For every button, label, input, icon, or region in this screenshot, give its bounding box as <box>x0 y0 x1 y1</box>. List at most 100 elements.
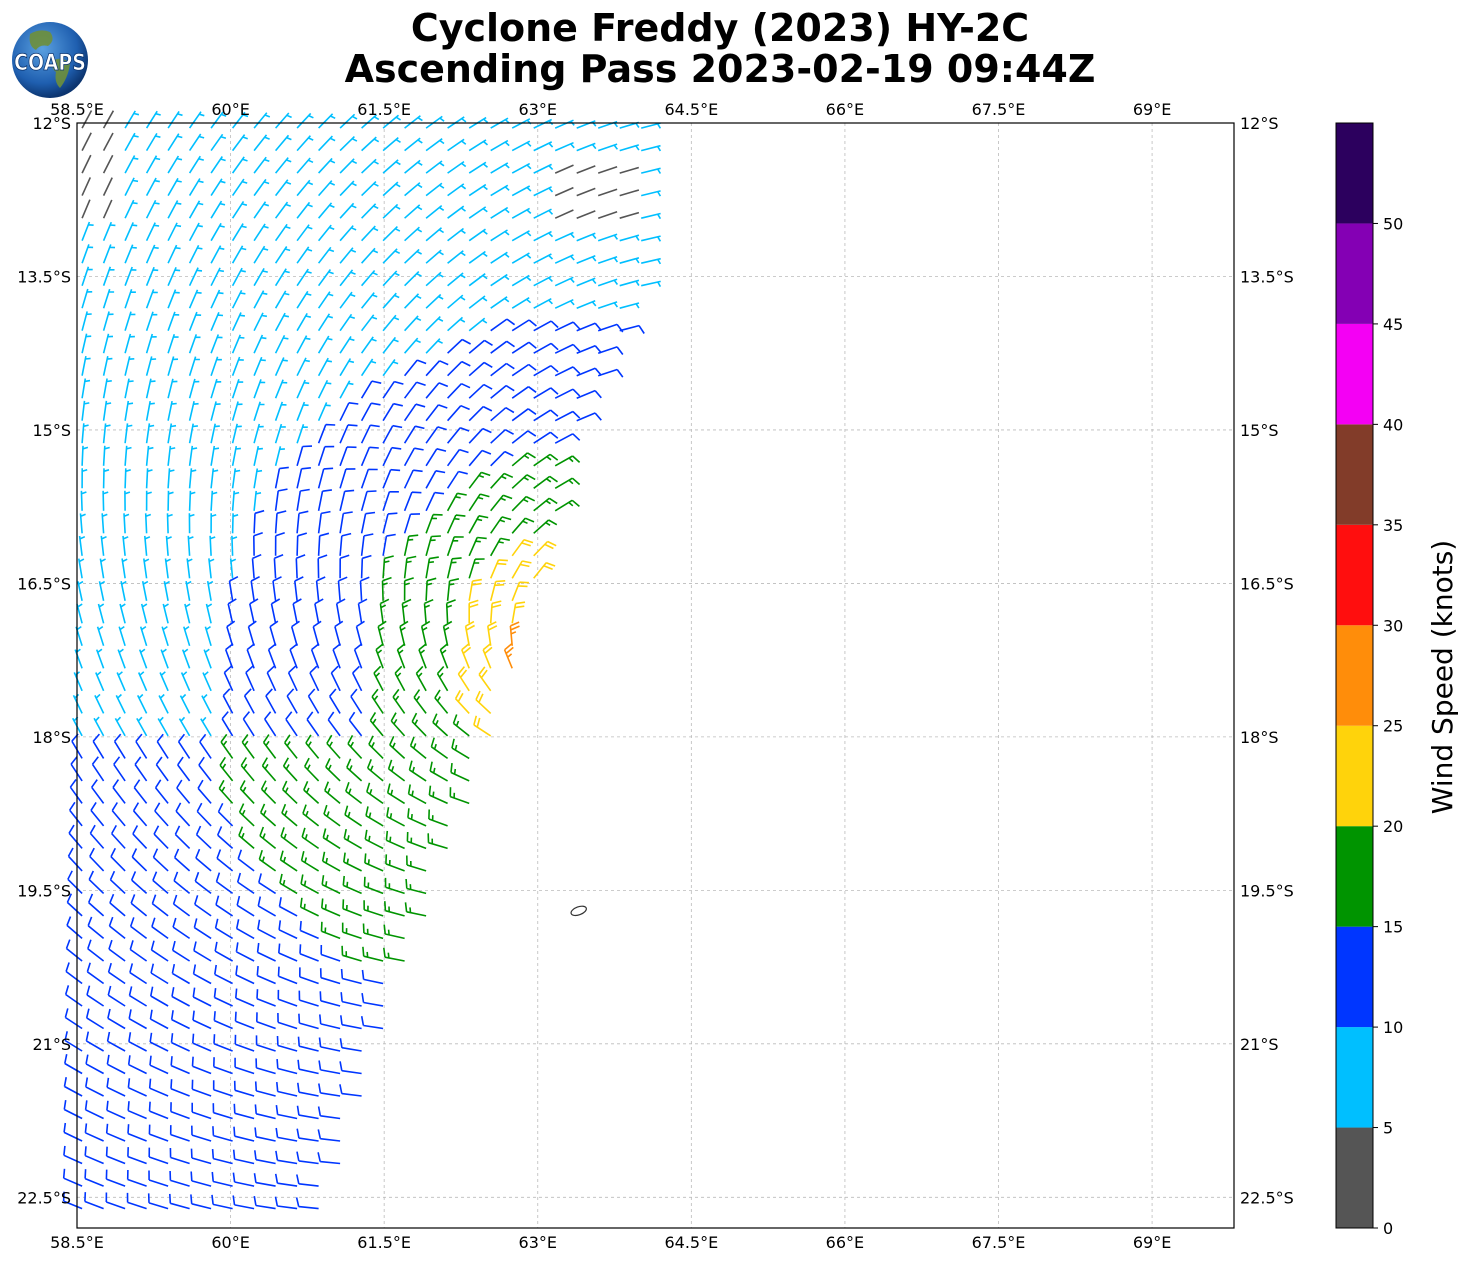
wind-barb <box>533 365 559 377</box>
wind-barb <box>386 807 405 827</box>
wind-barb <box>300 874 319 895</box>
wind-barb <box>217 802 234 827</box>
wind-barb <box>511 452 536 467</box>
colorbar-tick-label: 40 <box>1383 415 1403 434</box>
wind-barb <box>554 209 574 219</box>
wind-barb <box>231 468 241 489</box>
wind-barb <box>124 378 134 399</box>
wind-barb <box>151 894 169 917</box>
wind-barb <box>81 244 94 264</box>
x-tick-label: 60°E <box>211 1233 249 1252</box>
wind-barb <box>210 401 221 421</box>
wind-barb <box>310 643 320 669</box>
wind-barb <box>174 825 191 849</box>
wind-barb <box>180 671 191 692</box>
wind-barb <box>297 1059 319 1075</box>
wind-barb <box>192 1010 212 1030</box>
wind-barb <box>404 293 422 309</box>
wind-barb <box>145 155 161 174</box>
wind-barb <box>447 227 466 242</box>
wind-barb <box>490 428 514 444</box>
wind-barb <box>63 1122 83 1142</box>
wind-barb <box>468 405 493 422</box>
wind-barb <box>284 734 298 759</box>
wind-barb <box>404 137 423 152</box>
colorbar-segment <box>1336 826 1373 927</box>
wind-barb <box>576 277 597 287</box>
wind-barb <box>425 160 445 174</box>
wind-barb <box>317 467 334 489</box>
wind-barb <box>296 1128 319 1142</box>
wind-barb <box>274 334 289 354</box>
wind-barb <box>171 940 191 962</box>
wind-barb <box>319 968 341 985</box>
wind-barb <box>298 1013 319 1030</box>
wind-barb <box>167 356 179 376</box>
wind-barb <box>124 356 135 376</box>
wind-barb <box>425 404 448 422</box>
wind-barb <box>208 558 215 579</box>
wind-barb <box>149 1055 169 1075</box>
wind-barb <box>233 1126 255 1142</box>
wind-barb <box>490 206 510 219</box>
wind-barb <box>317 489 333 511</box>
wind-barb <box>131 848 148 872</box>
wind-barb <box>105 1146 126 1165</box>
wind-barb <box>468 515 489 534</box>
wind-barb <box>211 1194 233 1210</box>
wind-barb <box>137 671 148 692</box>
wind-barb <box>425 382 449 399</box>
wind-barb <box>176 779 191 804</box>
wind-barb <box>343 828 363 850</box>
x-tick-label: 67.5°E <box>972 1233 1026 1252</box>
wind-barb <box>384 901 405 917</box>
wind-barb <box>124 311 136 331</box>
wind-barb <box>533 208 554 219</box>
wind-barb <box>253 267 268 287</box>
wind-barb <box>188 244 203 264</box>
wind-barb <box>243 688 255 714</box>
wind-barb <box>490 450 514 467</box>
wind-barb <box>253 356 266 377</box>
wind-barb <box>231 245 247 264</box>
wind-barb <box>102 154 114 174</box>
wind-barb <box>383 924 405 940</box>
wind-barb <box>317 1129 341 1142</box>
wind-barb <box>126 1192 147 1210</box>
wind-barb <box>76 603 83 624</box>
y-tick-label-right: 19.5°S <box>1240 881 1294 900</box>
wind-barb <box>382 314 400 332</box>
wind-barb <box>361 114 380 129</box>
wind-barb <box>81 288 93 309</box>
wind-barb <box>446 557 462 579</box>
wind-barb <box>177 733 191 759</box>
wind-barb <box>162 603 169 624</box>
wind-barb <box>296 510 309 534</box>
wind-barb <box>110 847 126 872</box>
wind-barb <box>425 271 444 287</box>
wind-barb <box>210 311 224 332</box>
wind-barb <box>403 555 417 579</box>
wind-barb <box>446 426 470 444</box>
wind-barb <box>619 234 640 242</box>
wind-barb <box>446 578 460 601</box>
wind-barb <box>269 620 279 647</box>
wind-barb <box>107 1008 126 1030</box>
wind-barb <box>231 289 246 309</box>
wind-barb <box>296 532 308 556</box>
wind-barb <box>223 665 234 692</box>
wind-barb <box>361 136 380 152</box>
wind-barb <box>296 157 314 174</box>
wind-barb <box>382 336 399 354</box>
wind-barb <box>360 511 376 534</box>
wind-barb <box>89 847 105 872</box>
y-tick-label-right: 12°S <box>1240 114 1279 133</box>
wind-barb <box>461 642 472 669</box>
wind-barb <box>253 134 270 152</box>
wind-barb <box>238 803 255 827</box>
wind-barb <box>228 575 239 601</box>
wind-barb <box>317 180 336 197</box>
wind-barb <box>314 598 324 624</box>
wind-barb <box>468 449 492 467</box>
wind-barb <box>190 1194 212 1210</box>
